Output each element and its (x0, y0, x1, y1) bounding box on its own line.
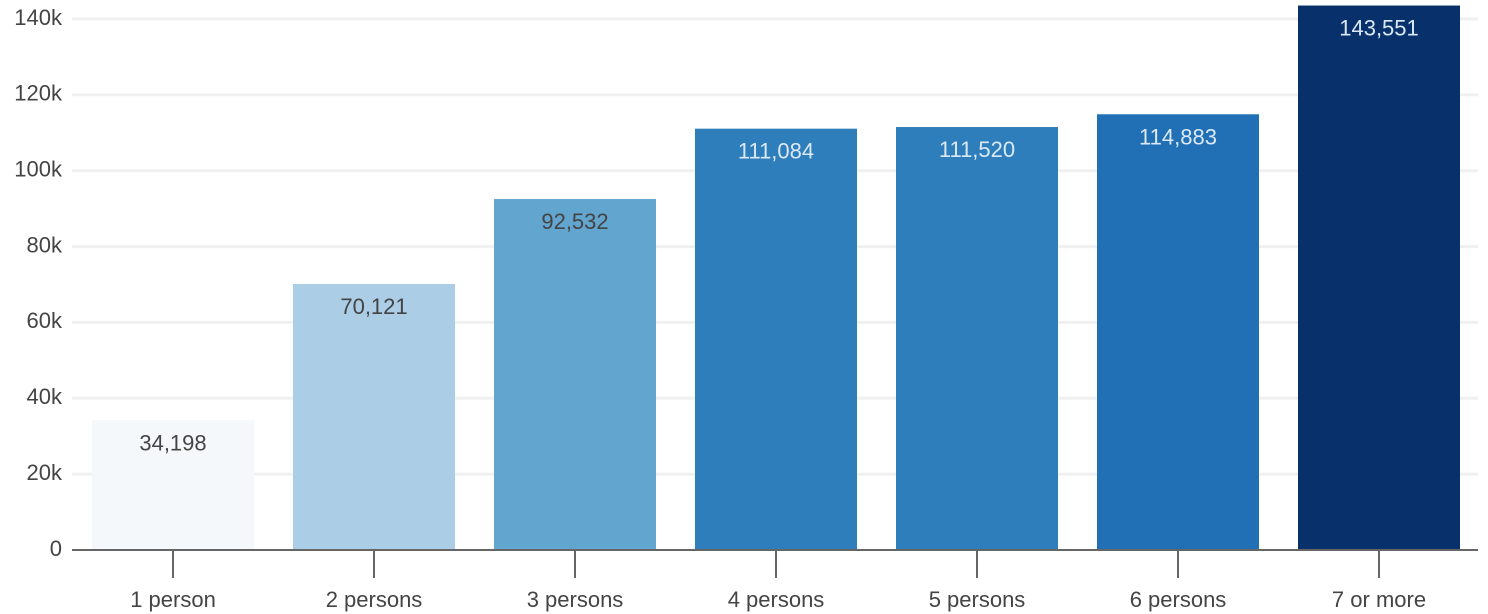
bar (1298, 5, 1460, 551)
bar-value-label: 70,121 (340, 294, 407, 319)
x-category-label: 5 persons (929, 587, 1026, 612)
bar-value-label: 143,551 (1339, 16, 1419, 41)
x-category-label: 6 persons (1130, 587, 1227, 612)
y-tick-label: 60k (27, 308, 63, 333)
bar (494, 199, 656, 550)
x-category-label: 3 persons (527, 587, 624, 612)
y-tick-label: 100k (14, 157, 63, 182)
bar-value-label: 92,532 (541, 209, 608, 234)
bar (293, 284, 455, 550)
y-axis-tick-labels: 0 20k 40k 60k 80k 100k 120k 140k (14, 5, 63, 561)
bar-value-label: 34,198 (139, 430, 206, 455)
x-axis-ticks (172, 550, 1380, 578)
bar-value-label: 111,520 (939, 137, 1015, 162)
y-tick-label: 80k (27, 232, 63, 257)
x-axis-category-labels: 1 person 2 persons 3 persons 4 persons 5 per… (130, 587, 1426, 612)
y-tick-label: 0 (50, 536, 62, 561)
bars (92, 5, 1460, 551)
bar (896, 127, 1058, 550)
bar (1097, 114, 1259, 550)
bar-value-label: 111,084 (738, 139, 814, 164)
x-category-label: 7 or more (1332, 587, 1426, 612)
bar (92, 420, 254, 550)
y-tick-label: 140k (14, 5, 63, 30)
x-category-label: 4 persons (728, 587, 825, 612)
y-tick-label: 120k (14, 81, 63, 106)
bar-value-label: 114,883 (1139, 124, 1217, 149)
y-tick-label: 40k (27, 384, 63, 409)
x-category-label: 1 person (130, 587, 216, 612)
bar (695, 128, 857, 550)
x-category-label: 2 persons (326, 587, 423, 612)
y-tick-label: 20k (27, 460, 63, 485)
bar-value-labels: 34,198 70,121 92,532 111,084 111,520 114,883 1… (139, 16, 1418, 456)
